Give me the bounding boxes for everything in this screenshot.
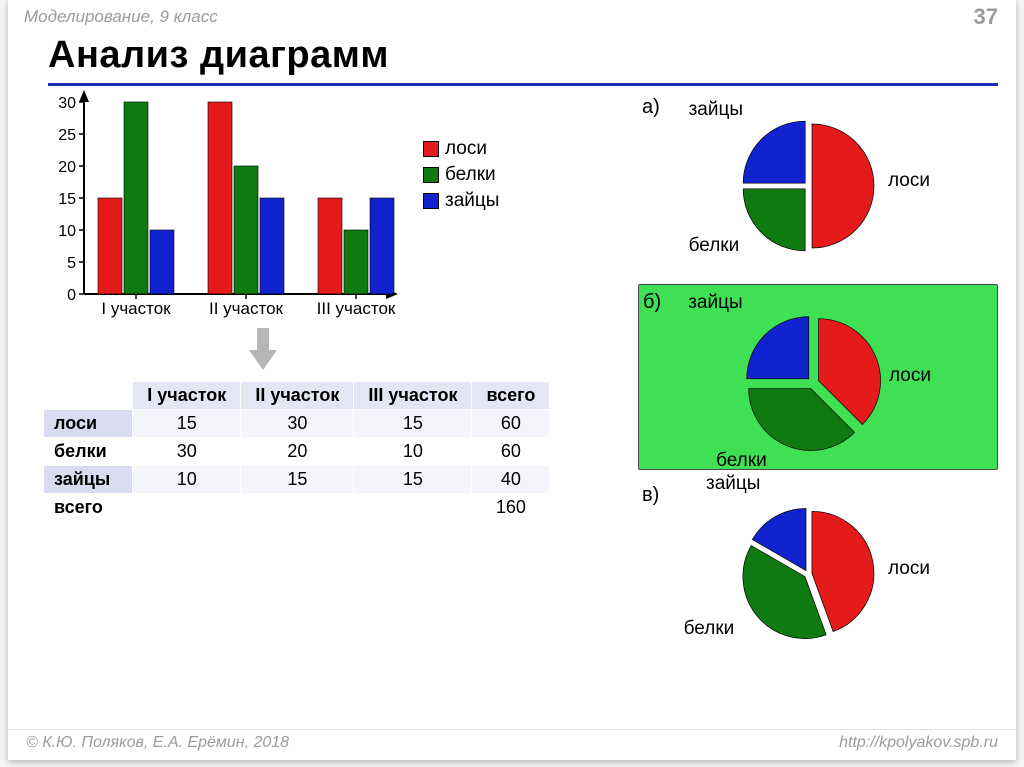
pie-label-белки: белки	[684, 618, 735, 640]
course-name: Моделирование, 9 класс	[24, 7, 218, 27]
table-cell: 15	[241, 466, 354, 494]
bar-chart: 0 5 10 15 20 25 30 I участок II участок III участ…	[28, 90, 408, 320]
table-header-cell: всего	[472, 382, 550, 410]
table-cell: 160	[472, 494, 550, 522]
svg-text:I участок: I участок	[101, 299, 171, 318]
svg-text:20: 20	[58, 159, 76, 176]
pie-slice-зайцы	[747, 317, 809, 379]
table-header-cell	[44, 382, 133, 410]
table-row-label: всего	[44, 494, 133, 522]
legend-swatch	[423, 141, 439, 157]
table-row-label: белки	[44, 438, 133, 466]
table-cell	[133, 494, 241, 522]
table-cell	[241, 494, 354, 522]
down-arrow-icon	[243, 326, 283, 379]
legend-item: лоси	[423, 138, 499, 160]
table-cell: 15	[354, 466, 472, 494]
table-cell: 60	[472, 438, 550, 466]
svg-text:10: 10	[58, 223, 76, 240]
table-cell: 30	[133, 438, 241, 466]
legend-swatch	[423, 167, 439, 183]
data-table: I участокII участокIII участоквсего лоси…	[43, 381, 550, 522]
pie-option-b: б) лоси белки зайцы	[638, 284, 998, 470]
pie-slice-зайцы	[743, 121, 805, 183]
option-label: б)	[643, 291, 661, 314]
page-number: 37	[974, 4, 998, 30]
table-cell: 10	[133, 466, 241, 494]
table-header-cell: II участок	[241, 382, 354, 410]
svg-text:0: 0	[67, 287, 76, 304]
bar-chart-legend: лоси белки зайцы	[423, 138, 499, 216]
slide-header: Моделирование, 9 класс 37	[8, 0, 1016, 32]
pie-label-зайцы: зайцы	[688, 292, 742, 314]
table-cell: 40	[472, 466, 550, 494]
svg-text:25: 25	[58, 127, 76, 144]
table-cell	[354, 494, 472, 522]
table-cell: 30	[241, 410, 354, 438]
pie-option-c: в)лосибелкизайцы	[638, 478, 998, 664]
footer-copyright: © К.Ю. Поляков, Е.А. Ерёмин, 2018	[26, 734, 289, 752]
pie-label-лоси: лоси	[888, 170, 930, 192]
svg-text:15: 15	[58, 191, 76, 208]
option-label: в)	[642, 484, 659, 507]
table-cell: 10	[354, 438, 472, 466]
svg-text:III участок: III участок	[317, 299, 396, 318]
footer-url: http://kpolyakov.spb.ru	[839, 734, 998, 752]
table-row: лоси15301560	[44, 410, 550, 438]
table-row: всего 160	[44, 494, 550, 522]
table-header-cell: III участок	[354, 382, 472, 410]
slide-content: 051015202530I участокII участокIII участ…	[8, 86, 1016, 726]
table-row-label: лоси	[44, 410, 133, 438]
slide-title: Анализ диаграмм	[8, 32, 1016, 77]
table-cell: 15	[354, 410, 472, 438]
pie-label-белки: белки	[716, 450, 767, 472]
legend-label: белки	[445, 164, 496, 186]
legend-label: зайцы	[445, 190, 499, 212]
pie-label-белки: белки	[689, 235, 740, 257]
table-row: белки30201060	[44, 438, 550, 466]
table-cell: 15	[133, 410, 241, 438]
pie-option-a: а) лоси белки зайцы	[638, 90, 998, 276]
pie-options: а)лосибелкизайцыб)лосибелкизайцыв)лосибе…	[638, 90, 998, 672]
svg-text:30: 30	[58, 95, 76, 112]
legend-item: зайцы	[423, 190, 499, 212]
svg-text:II участок: II участок	[209, 299, 284, 318]
legend-swatch	[423, 193, 439, 209]
pie-label-зайцы: зайцы	[706, 473, 760, 495]
option-label: а)	[642, 96, 660, 119]
legend-item: белки	[423, 164, 499, 186]
pie-slice-белки	[743, 189, 805, 251]
slide-footer: © К.Ю. Поляков, Е.А. Ерёмин, 2018 http:/…	[8, 729, 1016, 756]
pie-slice-лоси	[812, 511, 874, 631]
pie-slice-лоси	[812, 124, 874, 248]
table-row: зайцы10151540	[44, 466, 550, 494]
pie-label-лоси: лоси	[888, 558, 930, 580]
table-row-label: зайцы	[44, 466, 133, 494]
table-header-cell: I участок	[133, 382, 241, 410]
pie-label-лоси: лоси	[889, 365, 931, 387]
legend-label: лоси	[445, 138, 487, 160]
svg-text:5: 5	[67, 255, 76, 272]
table-cell: 60	[472, 410, 550, 438]
pie-label-зайцы: зайцы	[689, 99, 743, 121]
table-cell: 20	[241, 438, 354, 466]
